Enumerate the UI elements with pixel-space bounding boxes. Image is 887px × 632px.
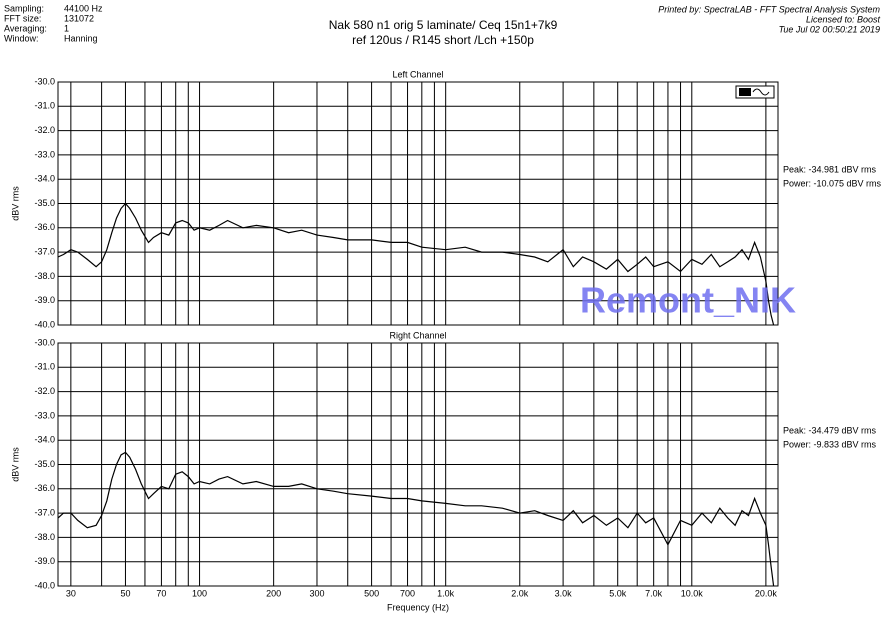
y-tick-label: -32.0 [34,125,55,135]
printed-by: Printed by: SpectraLAB - FFT Spectral An… [658,4,880,14]
x-tick-label: 7.0k [645,588,663,598]
icon-block [739,88,751,96]
x-tick-label: 500 [364,588,379,598]
y-tick-label: -31.0 [34,101,55,111]
annotation: Peak: -34.479 dBV rms [783,425,877,435]
field-value: 131072 [64,13,94,23]
x-tick-label: 300 [309,588,324,598]
y-tick-label: -33.0 [34,410,55,420]
y-tick-label: -36.0 [34,222,55,232]
x-axis-label: Frequency (Hz) [387,602,449,612]
title-line: ref 120us / R145 short /Lch +150p [352,33,534,47]
annotation: Power: -9.833 dBV rms [783,439,877,449]
x-tick-label: 50 [120,588,130,598]
y-tick-label: -35.0 [34,198,55,208]
x-tick-label: 700 [400,588,415,598]
y-axis-label: dBV rms [10,186,20,221]
field-value: 1 [64,23,69,33]
y-tick-label: -32.0 [34,386,55,396]
y-tick-label: -39.0 [34,556,55,566]
x-tick-label: 100 [192,588,207,598]
x-tick-label: 30 [66,588,76,598]
y-tick-label: -34.0 [34,435,55,445]
field-label: FFT size: [4,13,41,23]
x-tick-label: 3.0k [555,588,573,598]
y-tick-label: -38.0 [34,271,55,281]
y-tick-label: -37.0 [34,246,55,256]
y-tick-label: -30.0 [34,337,55,347]
chart-title: Left Channel [392,69,443,79]
field-value: Hanning [64,33,98,43]
x-tick-label: 20.0k [755,588,778,598]
y-axis-label: dBV rms [10,447,20,482]
y-tick-label: -40.0 [34,580,55,590]
chart-title: Right Channel [389,330,446,340]
y-tick-label: -39.0 [34,295,55,305]
header-fields: Sampling: 44100 Hz FFT size: 131072 Aver… [4,3,103,43]
x-tick-label: 200 [266,588,281,598]
y-tick-label: -36.0 [34,483,55,493]
y-tick-label: -38.0 [34,532,55,542]
x-tick-label: 10.0k [681,588,704,598]
x-tick-label: 1.0k [437,588,455,598]
spectrum-line [57,202,775,326]
date: Tue Jul 02 00:50:21 2019 [779,24,880,34]
field-label: Averaging: [4,23,47,33]
toolbar-icon[interactable] [735,85,775,99]
y-tick-label: -40.0 [34,319,55,329]
field-label: Sampling: [4,3,44,13]
x-tick-label: 5.0k [609,588,627,598]
y-tick-label: -37.0 [34,507,55,517]
y-tick-label: -33.0 [34,149,55,159]
watermark: Remont_NIK [580,280,796,321]
licensed: Licensed to: Boost [806,14,881,24]
icon-wave [752,88,770,96]
spectrum-line [57,451,775,587]
y-tick-label: -31.0 [34,362,55,372]
y-tick-label: -30.0 [34,76,55,86]
field-value: 44100 Hz [64,3,103,13]
annotation: Peak: -34.981 dBV rms [783,164,877,174]
annotation: Power: -10.075 dBV rms [783,178,882,188]
field-label: Window: [4,33,39,43]
y-tick-label: -34.0 [34,174,55,184]
x-tick-label: 2.0k [511,588,529,598]
x-tick-label: 70 [156,588,166,598]
title-line: Nak 580 n1 orig 5 laminate/ Ceq 15n1+7k9 [329,18,558,32]
y-tick-label: -35.0 [34,459,55,469]
